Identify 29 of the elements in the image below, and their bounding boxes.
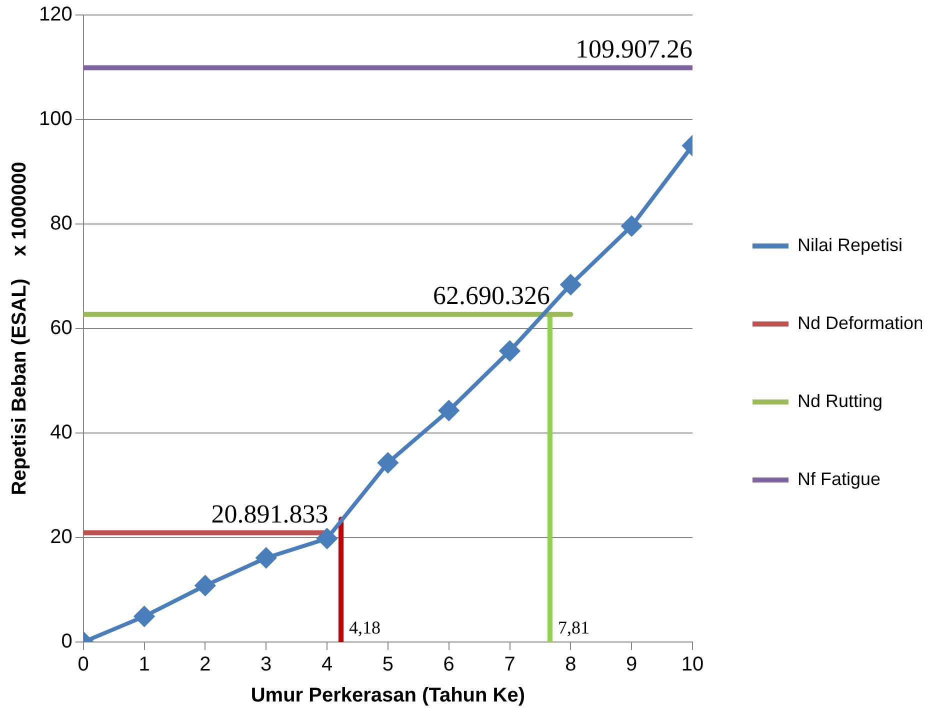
x-tick-label: 3 [260, 654, 272, 676]
annotation: 109.907.26 [576, 34, 692, 64]
annotation: 4,18 [349, 618, 381, 638]
x-tick-label: 0 [78, 654, 89, 676]
y-tick-label: 40 [50, 422, 72, 444]
x-tick-label: 4 [321, 654, 333, 676]
x-tick-label: 5 [382, 654, 394, 676]
legend-label: Nd Deformation [798, 312, 924, 333]
y-tick-label: 60 [50, 317, 72, 340]
y-tick-label: 100 [38, 108, 72, 130]
y-tick-label: 20 [50, 526, 72, 548]
x-tick-label: 7 [504, 654, 516, 676]
y-tick-label: 80 [50, 212, 72, 235]
annotation: 7,81 [558, 618, 590, 638]
y-axis-title: Repetisi Beban (ESAL) x 1000000 [8, 162, 31, 496]
annotation: 20.891.833 [211, 500, 328, 529]
y-tick-label: 0 [61, 630, 72, 653]
x-tick-label: 1 [138, 654, 150, 676]
annotation: 62.690.326 [432, 281, 550, 310]
x-tick-label: 6 [443, 654, 454, 676]
x-tick-label: 2 [200, 654, 211, 676]
x-tick-label: 9 [626, 654, 638, 676]
x-tick-label: 8 [565, 654, 576, 676]
x-tick-label: 10 [681, 654, 704, 676]
y-tick-label: 120 [38, 4, 72, 26]
legend-label: Nf Fatigue [798, 468, 881, 489]
x-axis-title: Umur Perkerasan (Tahun Ke) [250, 684, 526, 707]
legend-label: Nilai Repetisi [798, 234, 903, 255]
legend-label: Nd Rutting [798, 390, 883, 411]
